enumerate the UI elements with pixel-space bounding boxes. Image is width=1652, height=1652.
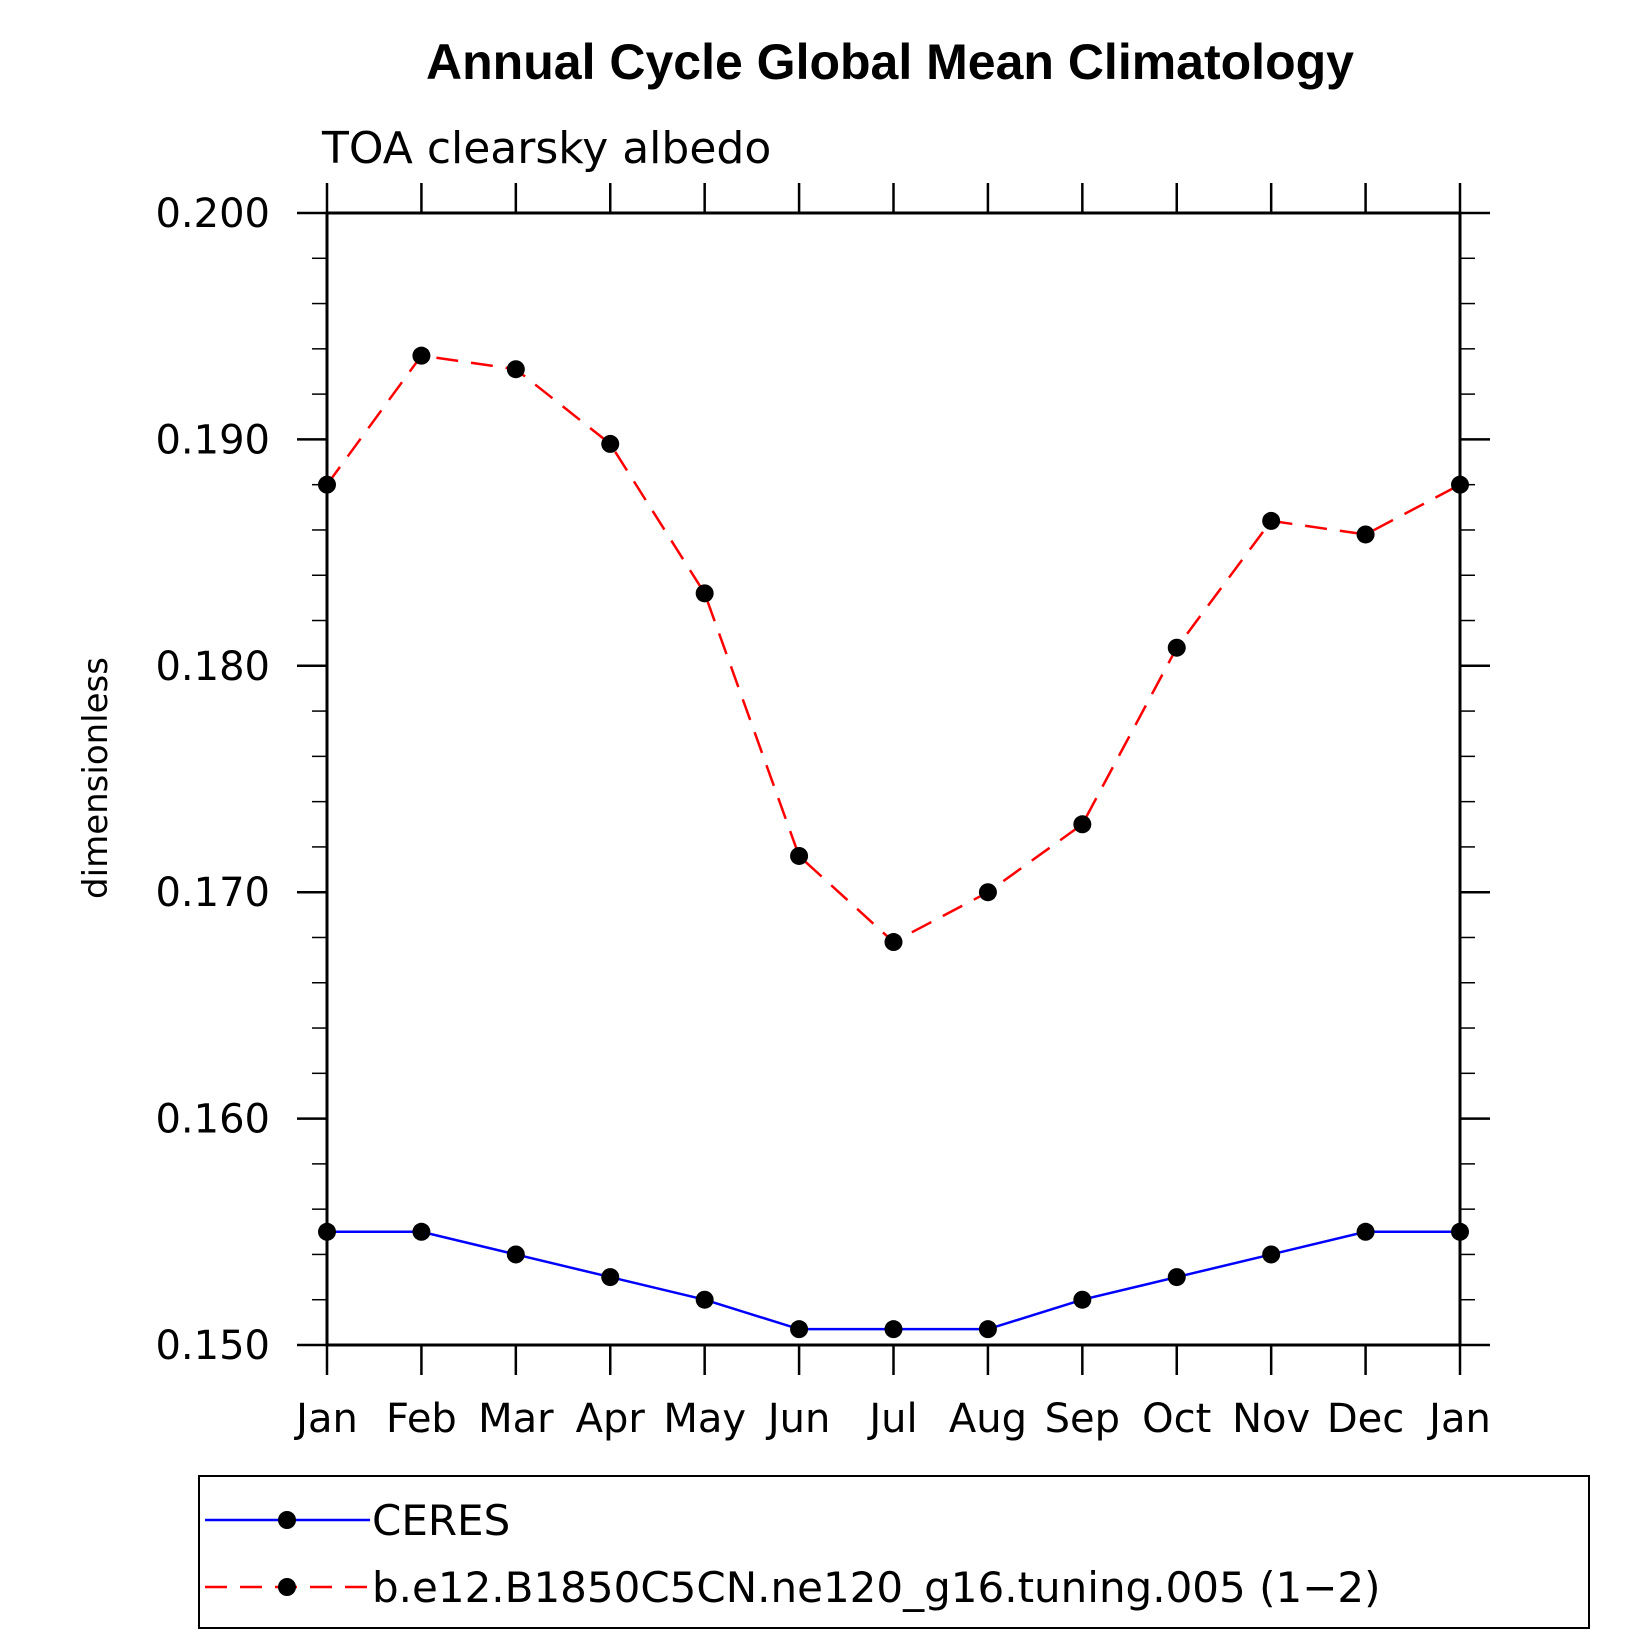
legend-label-ceres: CERES [372, 1496, 510, 1545]
series-0-point [1073, 1290, 1092, 1309]
x-tick-label: Apr [576, 1396, 646, 1442]
x-tick-labels: Jan Feb Mar Apr May Jun Jul Aug Sep Oct Nov Dec Jan [293, 1396, 1491, 1442]
x-tick-label: Oct [1142, 1396, 1211, 1442]
x-tick-label: Aug [949, 1396, 1027, 1442]
series-1-point [1451, 475, 1469, 494]
series-layer [318, 346, 1469, 1339]
series-0-point [790, 1320, 809, 1339]
series-0-point [318, 1222, 336, 1241]
series-1-point [412, 346, 431, 365]
series-0-point [978, 1320, 997, 1339]
series-1-point [695, 584, 714, 603]
series-1-point [1167, 638, 1186, 657]
legend-label-model: b.e12.B1850C5CN.ne120_g16.tuning.005 (1−… [372, 1563, 1381, 1612]
y-tick-label: 0.170 [155, 870, 270, 916]
series-1-point [978, 883, 997, 902]
x-tick-label: Jan [293, 1396, 358, 1442]
y-tick-labels: 0.150 0.160 0.170 0.180 0.190 0.200 [155, 191, 270, 1369]
x-tick-label: Mar [478, 1396, 554, 1442]
legend-marker-ceres [278, 1511, 296, 1529]
x-tick-label: May [663, 1396, 746, 1442]
series-line-0 [327, 1230, 1460, 1331]
series-0-point [601, 1268, 620, 1287]
y-tick-label: 0.180 [155, 644, 270, 690]
legend-box [198, 1475, 1590, 1629]
series-0-point [412, 1222, 431, 1241]
legend-marker-model [278, 1578, 296, 1596]
series-1-point [506, 360, 525, 379]
chart-subtitle: TOA clearsky albedo [321, 123, 771, 174]
plot-frame [325, 211, 1462, 1347]
series-0-point [695, 1290, 714, 1309]
x-tick-label: Sep [1045, 1396, 1120, 1442]
y-tick-label: 0.190 [155, 417, 270, 463]
series-line-1 [325, 354, 1461, 944]
y-tick-label: 0.200 [155, 191, 270, 237]
series-0-point [1167, 1268, 1186, 1287]
series-0-point [884, 1320, 903, 1339]
series-1-point [1073, 815, 1092, 834]
x-tick-label: Jan [1426, 1396, 1491, 1442]
x-tick-label: Jul [866, 1396, 917, 1442]
x-tick-label: Jun [765, 1396, 831, 1442]
y-tick-label: 0.150 [155, 1323, 270, 1369]
series-0-point [1451, 1222, 1469, 1241]
series-1-point [601, 434, 620, 453]
series-0-point [1262, 1245, 1281, 1264]
x-tick-label: Dec [1327, 1396, 1404, 1442]
series-1-point [884, 933, 903, 952]
series-0-point [1356, 1222, 1375, 1241]
x-tick-label: Nov [1232, 1396, 1310, 1442]
series-1-point [318, 475, 336, 494]
series-1-point [1262, 511, 1281, 530]
legend: CERES b.e12.B1850C5CN.ne120_g16.tuning.0… [198, 1475, 1590, 1629]
y-tick-label: 0.160 [155, 1097, 270, 1143]
series-1-point [1356, 525, 1375, 544]
axis-ticks [297, 183, 1490, 1375]
series-1-point [790, 846, 809, 865]
series-0-point [506, 1245, 525, 1264]
chart-title: Annual Cycle Global Mean Climatology [426, 34, 1354, 90]
y-axis-label: dimensionless [76, 657, 116, 899]
x-tick-label: Feb [386, 1396, 457, 1442]
